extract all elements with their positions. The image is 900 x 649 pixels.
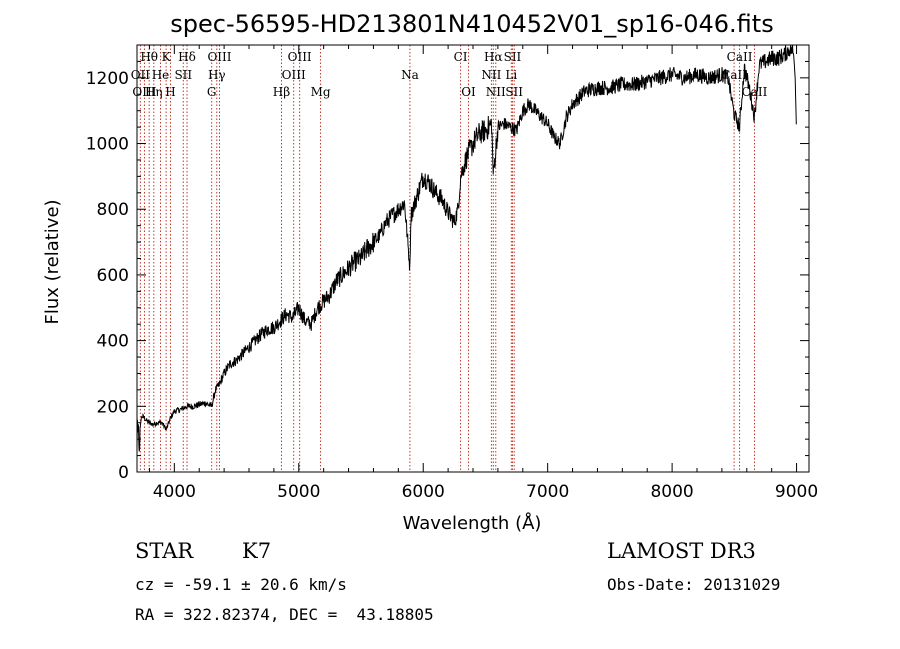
spectral-line-label: NII: [481, 68, 501, 82]
spectral-line-label: Hα: [484, 50, 503, 64]
x-tick-label: 5000: [277, 482, 320, 502]
spectral-line-label: CaII: [742, 85, 768, 99]
spectral-lines-layer: [139, 45, 755, 472]
spectral-line-label: Hη: [145, 85, 163, 99]
spectrum-line: [136, 44, 797, 452]
plot-frame: [136, 44, 810, 473]
y-tick-label: 200: [97, 397, 129, 417]
y-tick-label: 1000: [86, 135, 129, 155]
spectral-line-label: Na: [401, 68, 419, 82]
survey-name: LAMOST DR3: [607, 539, 756, 563]
spectral-line-label: OIII: [282, 68, 306, 82]
x-tick-label: 6000: [402, 482, 445, 502]
object-subclass: K7: [242, 539, 272, 563]
spectral-line-label: SII: [174, 68, 192, 82]
spectral-line-label: H: [165, 85, 175, 99]
spectral-line-label: SII: [504, 50, 522, 64]
y-tick-label: 400: [97, 332, 129, 352]
spectral-line-label: Hδ: [178, 50, 196, 64]
y-tick-label: 0: [118, 463, 129, 483]
spectral-line-label: Mg: [311, 85, 331, 99]
spectral-line-label: Hθ: [140, 50, 158, 64]
spectral-line-label: SII: [505, 85, 523, 99]
x-tick-label: 4000: [153, 482, 196, 502]
spectral-line-label: OI: [461, 85, 476, 99]
y-tick-label: 600: [97, 266, 129, 286]
redshift-cz: cz = -59.1 ± 20.6 km/s: [135, 575, 347, 594]
y-tick-label: 1200: [86, 69, 129, 89]
spectral-line-label: Hβ: [273, 85, 290, 99]
x-tick-label: 9000: [775, 482, 818, 502]
spectral-line-label: OII: [131, 68, 151, 82]
spectral-line-label: He: [152, 68, 170, 82]
chart-title: spec-56595-HD213801N410452V01_sp16-046.f…: [170, 10, 773, 38]
object-class: STAR: [135, 539, 194, 563]
axis-ticks: 4000 5000 6000 7000 8000 9000 0 200 400 600 800 100…: [86, 44, 818, 502]
spectral-line-label: OIII: [288, 50, 312, 64]
spectral-line-label: OIII: [132, 85, 156, 99]
y-axis-label: Flux (relative): [42, 199, 63, 324]
x-axis-label: Wavelength (Å): [403, 512, 542, 534]
spectral-line-label: K: [162, 50, 172, 64]
coordinates: RA = 322.82374, DEC = 43.18805: [135, 605, 434, 624]
spectral-line-label: CI: [454, 50, 468, 64]
y-tick-label: 800: [97, 200, 129, 220]
x-tick-label: 8000: [650, 482, 693, 502]
spectral-line-label: Hγ: [208, 68, 226, 82]
spectral-line-label: Li: [505, 68, 517, 82]
x-tick-label: 7000: [526, 482, 569, 502]
spectral-line-label: G: [207, 85, 217, 99]
spectral-line-label: CaII: [727, 50, 753, 64]
spectral-line-label: NII: [486, 85, 506, 99]
spectral-line-label: OIII: [207, 50, 231, 64]
observation-date: Obs-Date: 20131029: [607, 575, 781, 594]
